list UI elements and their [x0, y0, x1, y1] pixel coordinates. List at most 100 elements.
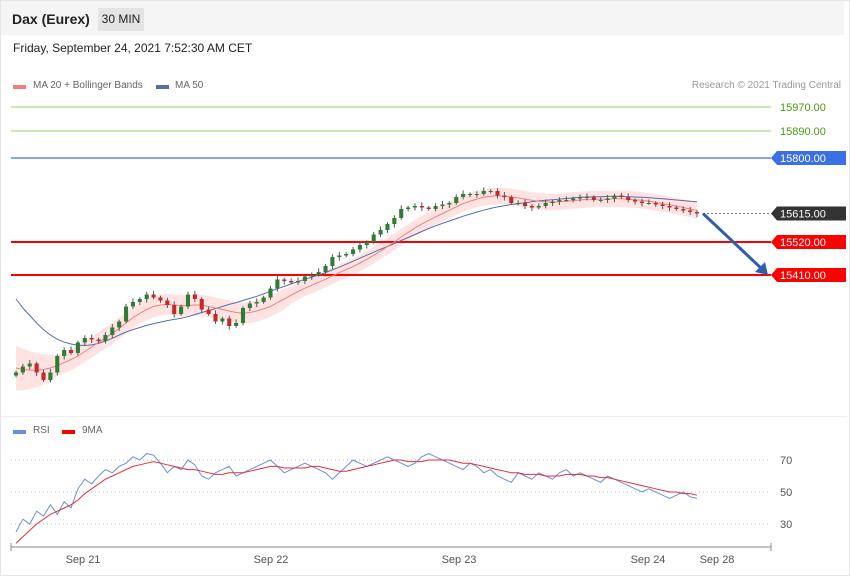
candle-body — [275, 279, 280, 289]
candle-body — [27, 363, 32, 367]
candle-body — [584, 197, 589, 198]
candle-body — [406, 207, 411, 209]
candle-body — [364, 242, 369, 245]
candle-body — [82, 338, 87, 343]
forecast-arrow-head — [755, 262, 768, 275]
candle-body — [522, 203, 528, 206]
candle-body — [62, 350, 67, 356]
candle-body — [68, 350, 74, 353]
candle-body — [399, 209, 404, 218]
candle-body — [89, 338, 94, 340]
candle-body — [667, 206, 672, 208]
candle-body — [474, 194, 479, 195]
candle-body — [502, 195, 507, 197]
x-tick-label: Sep 23 — [442, 554, 477, 566]
candle-body — [619, 195, 624, 197]
candle-body — [96, 339, 101, 341]
candle-body — [351, 249, 356, 254]
rsi-ma9-line — [15, 459, 698, 544]
candle-body — [681, 209, 686, 211]
candle-body — [282, 279, 287, 281]
candle-body — [392, 218, 397, 224]
candle-body — [337, 255, 342, 257]
candle-body — [261, 297, 266, 302]
rsi-legend-swatch — [13, 430, 26, 434]
bollinger-band-area — [16, 187, 697, 391]
candle-body — [254, 302, 259, 304]
candle-body — [289, 281, 294, 283]
candle-body — [509, 197, 514, 203]
rsi-tick-label: 50 — [780, 487, 792, 499]
support-level-tag — [771, 268, 846, 282]
candle-body — [550, 201, 555, 203]
candle-body — [688, 210, 693, 212]
support-level-label: 15410.00 — [780, 270, 826, 282]
candle-body — [309, 275, 314, 277]
candle-body — [206, 309, 211, 314]
candle-body — [103, 335, 108, 341]
candle-body — [612, 195, 617, 199]
ma50-legend-swatch — [156, 85, 169, 89]
candle-body — [137, 299, 142, 302]
candle-body — [199, 299, 204, 310]
candle-body — [639, 201, 645, 203]
ma20-legend-swatch — [13, 85, 26, 89]
candle-body — [529, 206, 534, 208]
candle-body — [144, 294, 149, 299]
candle-body — [467, 194, 473, 195]
support-level-tag — [771, 235, 846, 249]
candle-body — [302, 276, 307, 281]
candle-body — [330, 257, 335, 266]
current-price-label: 15615.00 — [780, 209, 826, 221]
chart-header: Dax (Eurex) 30 MIN — [1, 1, 844, 35]
candle-body — [591, 197, 596, 200]
ma50-legend-label: MA 50 — [175, 80, 204, 91]
candle-body — [598, 200, 603, 201]
candle-body — [165, 300, 170, 305]
rsi-tick-label: 30 — [780, 519, 792, 531]
candle-body — [124, 306, 129, 322]
candle-body — [151, 294, 156, 298]
timeframe-badge[interactable]: 30 MIN — [98, 8, 144, 31]
candle-body — [674, 207, 679, 209]
candle-body — [240, 308, 246, 323]
panel-divider — [1, 416, 847, 417]
candle-body — [48, 372, 53, 380]
target-level-label: 15890.00 — [780, 126, 826, 138]
x-tick-label: Sep 22 — [254, 554, 289, 566]
rsi-line — [15, 453, 698, 533]
ma50-line — [15, 195, 698, 347]
candle-body — [543, 203, 548, 206]
candle-body — [378, 230, 383, 235]
chart-datetime: Friday, September 24, 2021 7:52:30 AM CE… — [13, 41, 253, 55]
candle-body — [433, 206, 438, 209]
rsi-legend-label: RSI — [33, 425, 50, 436]
candle-body — [653, 203, 658, 205]
candle-body — [454, 197, 459, 203]
x-tick-label: Sep 28 — [700, 554, 735, 566]
candle-body — [213, 314, 218, 322]
candle-body — [419, 206, 424, 208]
candle-body — [234, 323, 239, 326]
rsi-tick-label: 70 — [780, 455, 792, 467]
support-level-label: 15520.00 — [780, 237, 826, 249]
candle-body — [220, 318, 225, 322]
candle-body — [110, 327, 115, 335]
candle-body — [117, 321, 122, 328]
candle-body — [694, 212, 700, 214]
ma20-line — [15, 195, 698, 371]
candle-body — [660, 204, 665, 206]
candle-body — [385, 224, 390, 230]
candle-body — [185, 294, 191, 307]
x-tick-label: Sep 21 — [66, 554, 101, 566]
candle-body — [268, 288, 273, 298]
current-price-tag — [771, 206, 846, 221]
ma9-legend-swatch — [62, 430, 75, 434]
candle-body — [179, 306, 184, 314]
candle-body — [192, 294, 197, 299]
candle-body — [481, 191, 486, 194]
candle-body — [75, 342, 80, 353]
candle-body — [247, 303, 252, 308]
candle-body — [344, 254, 349, 256]
candle-body — [440, 204, 445, 206]
